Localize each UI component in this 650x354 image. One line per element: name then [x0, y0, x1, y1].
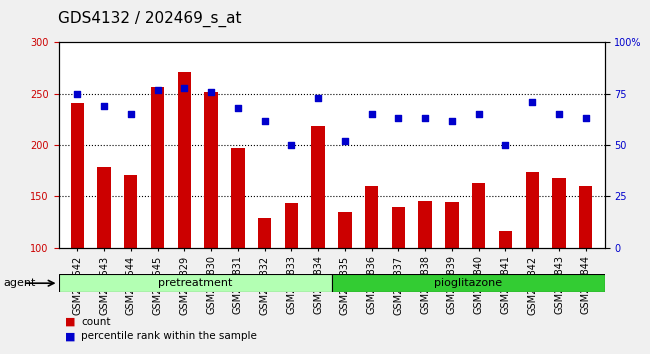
Point — [554, 112, 564, 117]
Point — [420, 116, 430, 121]
Bar — [365, 186, 378, 248]
Text: pioglitazone: pioglitazone — [434, 278, 502, 288]
FancyBboxPatch shape — [332, 274, 604, 292]
Point — [580, 116, 591, 121]
Bar — [552, 178, 566, 248]
Bar — [204, 92, 218, 248]
Bar — [258, 218, 271, 248]
Point — [340, 138, 350, 144]
Text: ■: ■ — [65, 317, 75, 327]
Point — [367, 112, 377, 117]
Bar — [231, 148, 244, 248]
Text: ■: ■ — [65, 331, 75, 341]
Bar — [472, 183, 486, 248]
Bar — [177, 72, 191, 248]
Point — [447, 118, 457, 123]
Point — [72, 91, 83, 97]
Text: count: count — [81, 317, 110, 327]
Point — [152, 87, 162, 92]
Text: agent: agent — [3, 278, 36, 288]
Bar — [124, 175, 137, 248]
Bar — [499, 232, 512, 248]
Text: pretreatment: pretreatment — [158, 278, 232, 288]
Bar — [338, 212, 352, 248]
Point — [527, 99, 538, 105]
Point — [313, 95, 323, 101]
FancyBboxPatch shape — [58, 274, 332, 292]
Bar — [579, 186, 592, 248]
Bar — [285, 202, 298, 248]
Point — [473, 112, 484, 117]
Point — [125, 112, 136, 117]
Bar — [311, 126, 325, 248]
Bar — [151, 87, 164, 248]
Bar — [71, 103, 84, 248]
Point — [99, 103, 109, 109]
Point — [500, 142, 511, 148]
Bar — [526, 172, 539, 248]
Bar — [392, 207, 405, 248]
Text: GDS4132 / 202469_s_at: GDS4132 / 202469_s_at — [58, 10, 242, 27]
Point — [259, 118, 270, 123]
Point — [179, 85, 190, 91]
Point — [206, 89, 216, 95]
Point — [286, 142, 296, 148]
Bar — [98, 167, 111, 248]
Point — [233, 105, 243, 111]
Bar — [419, 201, 432, 248]
Bar — [445, 202, 459, 248]
Point — [393, 116, 404, 121]
Text: percentile rank within the sample: percentile rank within the sample — [81, 331, 257, 341]
